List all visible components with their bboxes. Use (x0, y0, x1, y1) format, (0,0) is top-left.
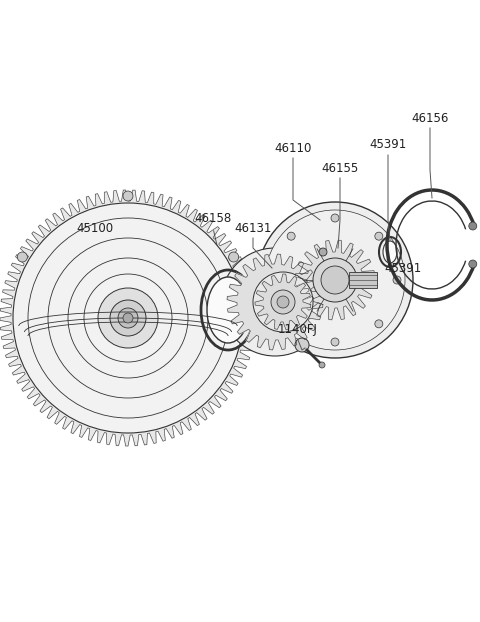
Circle shape (269, 276, 277, 284)
Circle shape (271, 290, 295, 314)
Circle shape (118, 308, 138, 328)
Text: 1140FJ: 1140FJ (278, 323, 318, 337)
Circle shape (393, 276, 401, 284)
Text: 45100: 45100 (76, 221, 114, 234)
Circle shape (375, 320, 383, 328)
Circle shape (287, 320, 295, 328)
Circle shape (321, 266, 349, 294)
Circle shape (469, 222, 477, 230)
Ellipse shape (207, 277, 249, 343)
Bar (349, 272, 377, 288)
Circle shape (265, 210, 405, 350)
Text: 46155: 46155 (322, 162, 359, 175)
Text: 46110: 46110 (274, 141, 312, 154)
Circle shape (123, 313, 133, 323)
Polygon shape (255, 274, 311, 330)
Circle shape (287, 232, 295, 240)
Circle shape (469, 260, 477, 268)
Ellipse shape (383, 241, 397, 263)
Circle shape (110, 300, 146, 336)
Polygon shape (295, 240, 375, 320)
Circle shape (253, 272, 313, 332)
Circle shape (13, 203, 243, 433)
Circle shape (319, 248, 327, 256)
Circle shape (277, 296, 289, 308)
Text: 45391: 45391 (384, 261, 421, 274)
Text: 46156: 46156 (411, 111, 449, 124)
Polygon shape (0, 190, 256, 446)
Circle shape (313, 258, 357, 302)
Text: 46158: 46158 (194, 211, 232, 225)
Circle shape (375, 232, 383, 240)
Text: 45391: 45391 (370, 139, 407, 152)
Text: 46131: 46131 (234, 221, 272, 234)
Circle shape (331, 214, 339, 222)
Circle shape (98, 288, 158, 348)
Circle shape (319, 362, 325, 368)
Circle shape (228, 252, 239, 262)
Circle shape (221, 248, 329, 356)
Circle shape (257, 202, 413, 358)
Circle shape (17, 252, 27, 262)
Polygon shape (227, 254, 323, 350)
Circle shape (331, 338, 339, 346)
Circle shape (123, 191, 133, 201)
Circle shape (295, 338, 309, 352)
